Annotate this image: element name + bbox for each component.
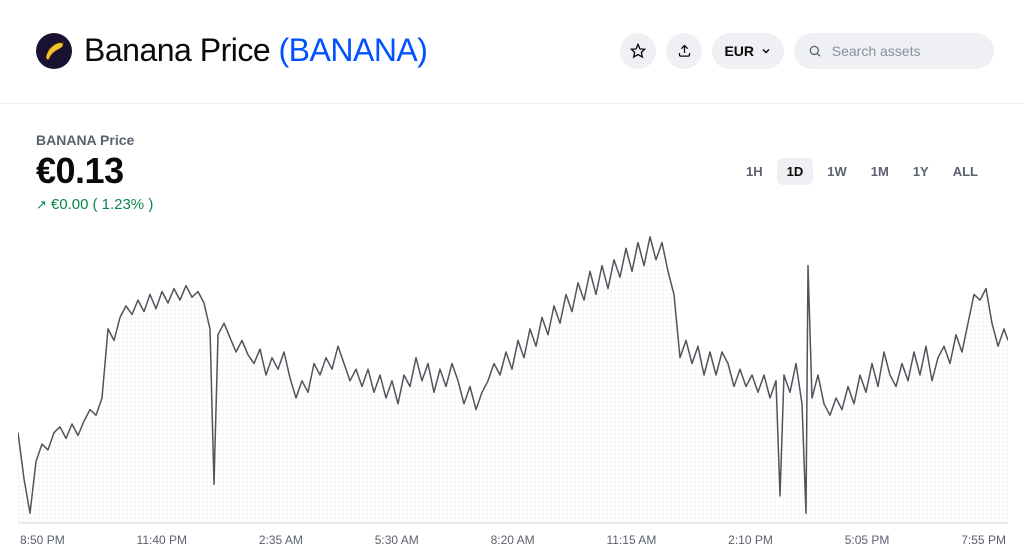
trend-up-icon: ↗: [36, 197, 47, 213]
x-axis-label: 11:40 PM: [137, 533, 187, 547]
price-value: €0.13: [36, 150, 153, 192]
x-axis-label: 5:05 PM: [845, 533, 890, 547]
change-percent: ( 1.23% ): [92, 196, 153, 213]
asset-logo: [36, 33, 72, 69]
chevron-down-icon: [760, 45, 772, 57]
x-axis-label: 5:30 AM: [375, 533, 419, 547]
search-field[interactable]: [794, 33, 994, 69]
price-change: ↗ €0.00 ( 1.23% ): [36, 196, 153, 213]
price-summary: BANANA Price €0.13 ↗ €0.00 ( 1.23% ): [36, 132, 153, 213]
price-label: BANANA Price: [36, 132, 153, 148]
price-block: BANANA Price €0.13 ↗ €0.00 ( 1.23% ) 1H1…: [0, 104, 1024, 217]
title-group: Banana Price (BANANA): [36, 32, 427, 69]
range-tab-1y[interactable]: 1Y: [903, 158, 939, 185]
favorite-button[interactable]: [620, 33, 656, 69]
chart-container: 8:50 PM 11:40 PM 2:35 AM 5:30 AM 8:20 AM 11:1…: [0, 217, 1024, 547]
currency-selector[interactable]: EUR: [712, 33, 784, 69]
x-axis-label: 7:55 PM: [961, 533, 1006, 547]
asset-symbol: BANANA: [289, 32, 418, 68]
page-title: Banana Price (BANANA): [84, 32, 427, 69]
price-chart[interactable]: [18, 225, 1008, 525]
share-icon: [677, 43, 692, 58]
x-axis-label: 2:10 PM: [728, 533, 773, 547]
range-tab-1h[interactable]: 1H: [736, 158, 773, 185]
x-axis-label: 8:20 AM: [491, 533, 535, 547]
share-button[interactable]: [666, 33, 702, 69]
symbol-paren-open: (: [279, 32, 289, 68]
search-input[interactable]: [832, 43, 978, 59]
search-icon: [808, 43, 822, 59]
star-icon: [630, 43, 646, 59]
chart-x-axis: 8:50 PM 11:40 PM 2:35 AM 5:30 AM 8:20 AM 11:1…: [18, 525, 1008, 547]
range-tabs: 1H1D1W1M1YALL: [736, 158, 988, 185]
page-header: Banana Price (BANANA) EUR: [0, 0, 1024, 103]
range-tab-1m[interactable]: 1M: [861, 158, 899, 185]
x-axis-label: 8:50 PM: [20, 533, 65, 547]
currency-label: EUR: [724, 43, 754, 59]
symbol-paren-close: ): [417, 32, 427, 68]
range-tab-1d[interactable]: 1D: [777, 158, 814, 185]
range-tab-1w[interactable]: 1W: [817, 158, 857, 185]
range-tab-all[interactable]: ALL: [943, 158, 988, 185]
x-axis-label: 2:35 AM: [259, 533, 303, 547]
change-amount: €0.00: [51, 196, 89, 213]
x-axis-label: 11:15 AM: [607, 533, 657, 547]
header-controls: EUR: [620, 33, 994, 69]
title-text: Banana Price: [84, 32, 279, 68]
